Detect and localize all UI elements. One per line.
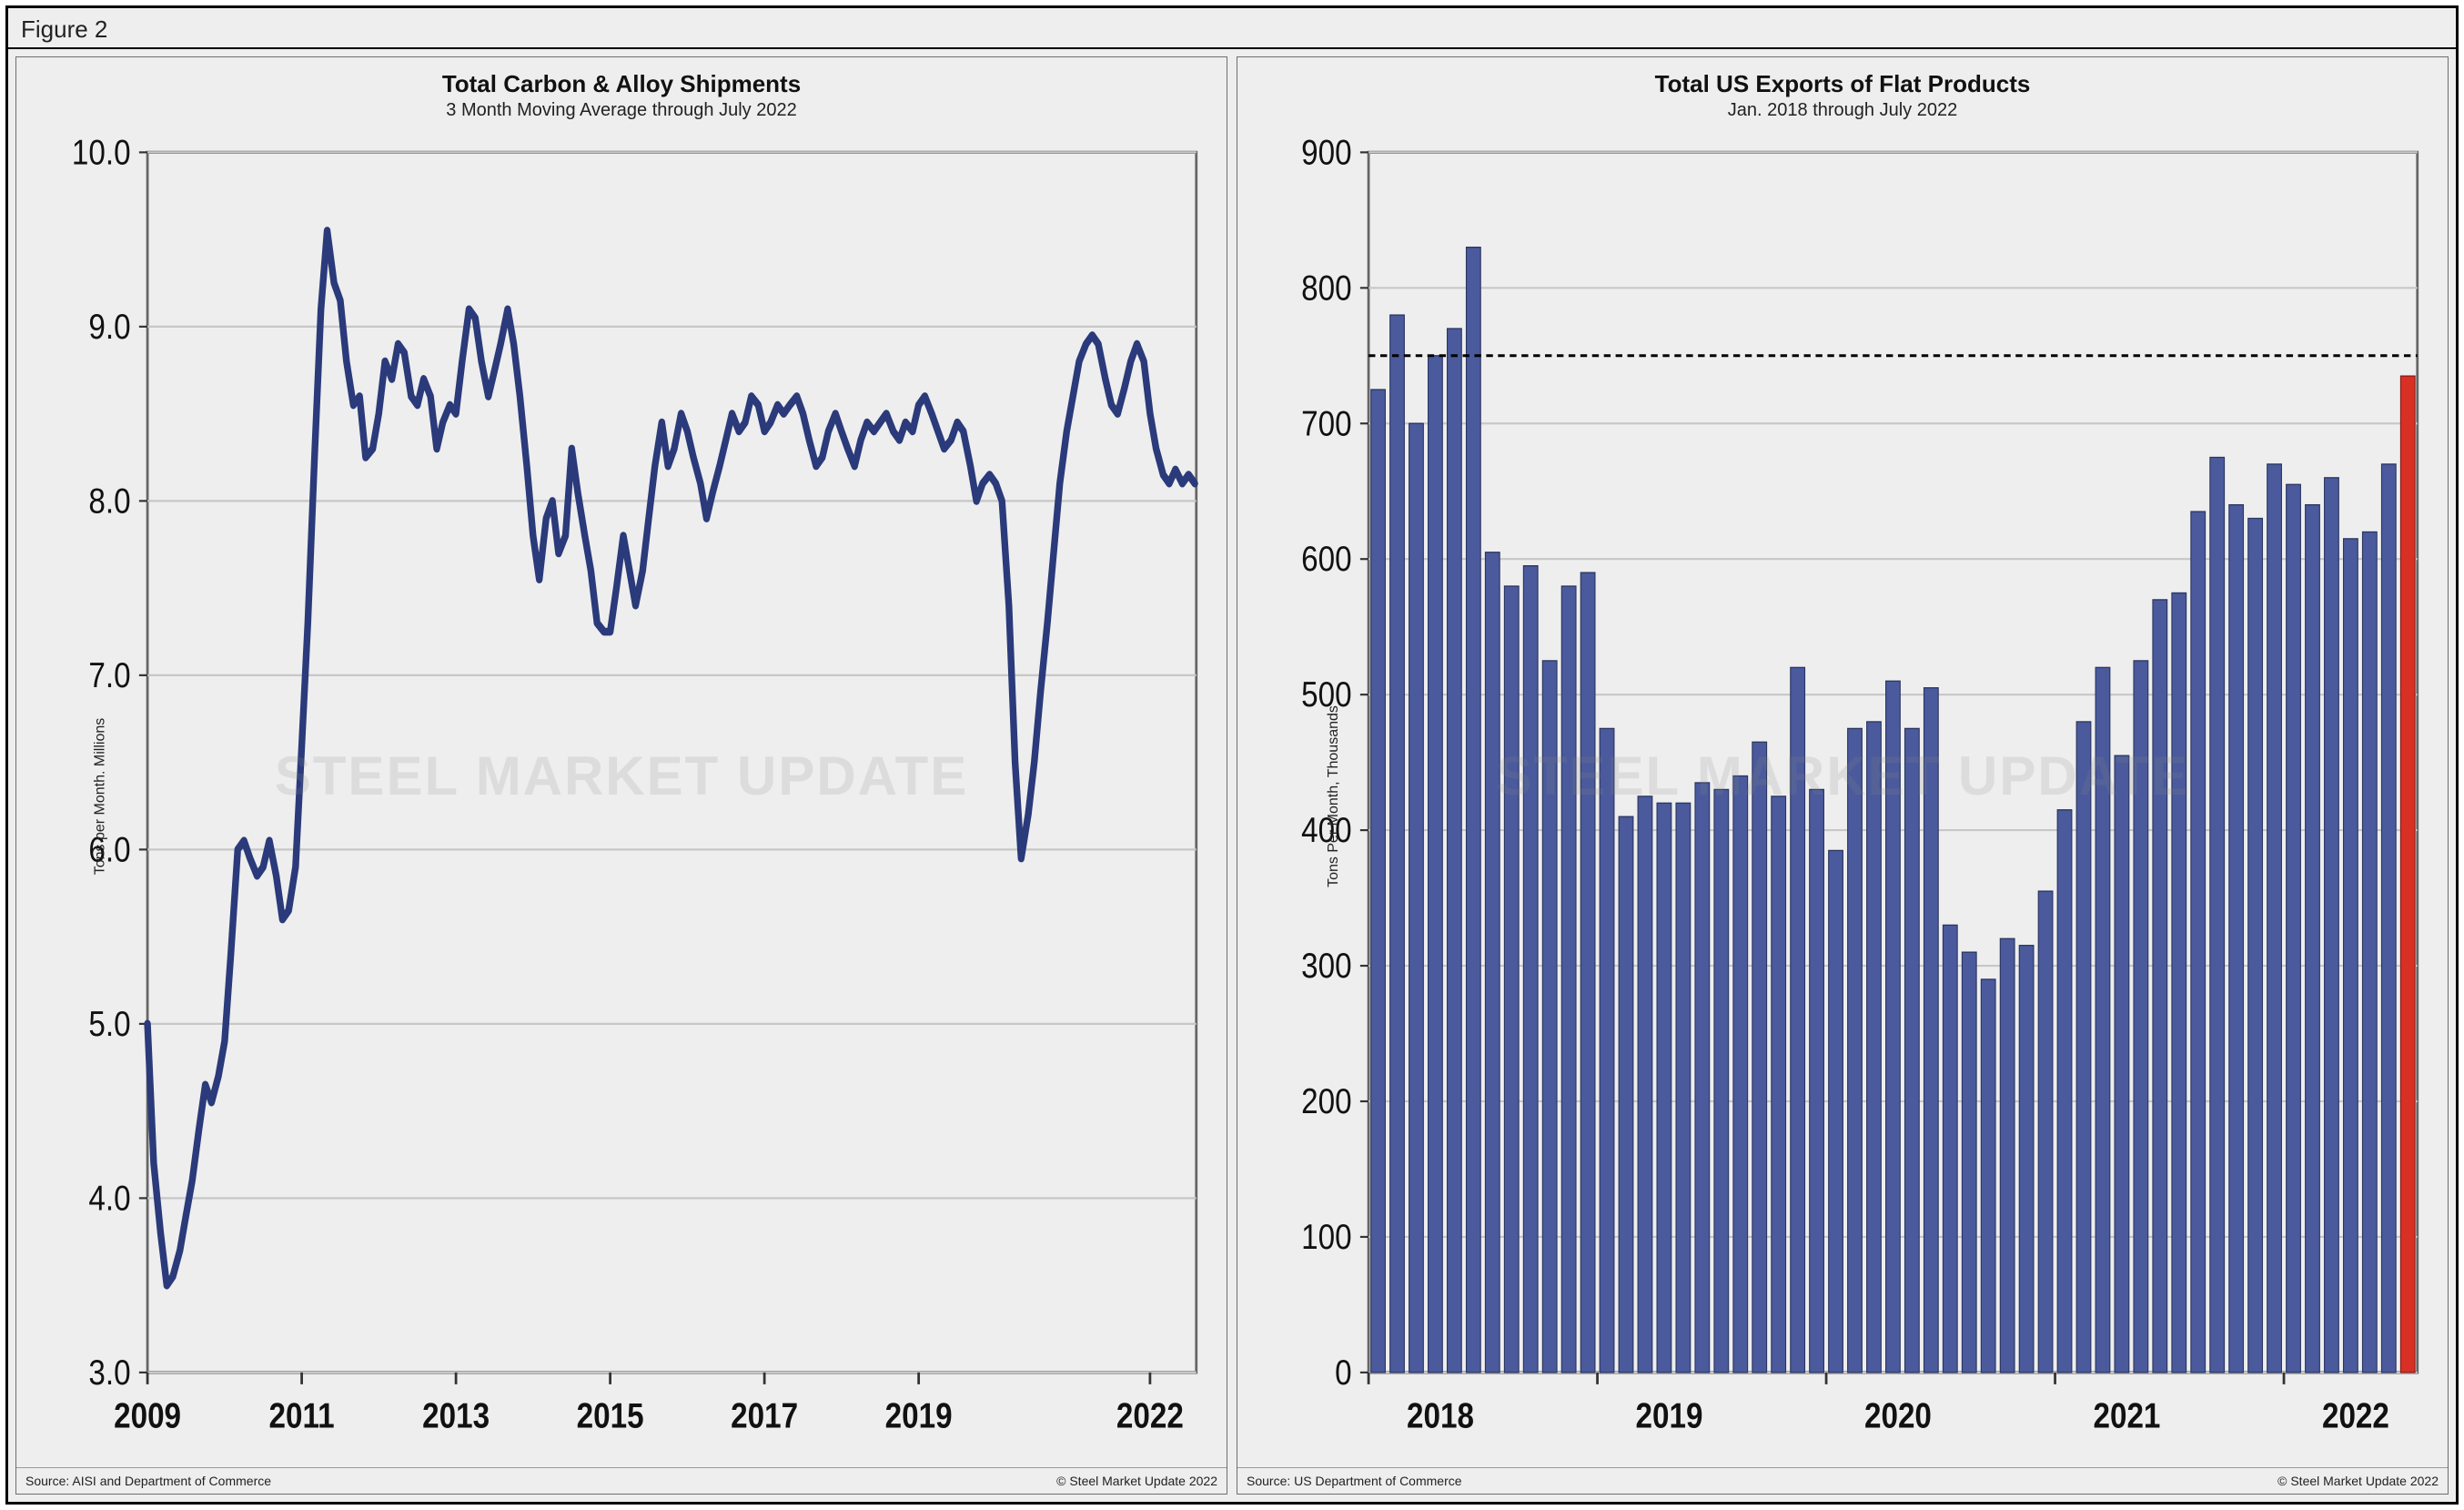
left-panel: Total Carbon & Alloy Shipments 3 Month M… [15, 56, 1227, 1495]
svg-text:2019: 2019 [1635, 1395, 1702, 1435]
right-source: Source: US Department of Commerce [1247, 1474, 1462, 1488]
svg-text:2022: 2022 [2322, 1395, 2389, 1435]
svg-text:7.0: 7.0 [88, 654, 130, 694]
svg-text:2021: 2021 [2093, 1395, 2160, 1435]
right-copyright: © Steel Market Update 2022 [2277, 1474, 2439, 1488]
svg-text:2013: 2013 [422, 1395, 490, 1435]
left-panel-title: Total Carbon & Alloy Shipments [25, 70, 1217, 98]
svg-text:0: 0 [1335, 1352, 1351, 1392]
svg-text:10.0: 10.0 [72, 132, 131, 172]
left-copyright: © Steel Market Update 2022 [1056, 1474, 1217, 1488]
svg-text:2015: 2015 [577, 1395, 644, 1435]
figure-outer: Figure 2 Total Carbon & Alloy Shipments … [5, 5, 2459, 1505]
svg-text:2018: 2018 [1407, 1395, 1474, 1435]
svg-text:900: 900 [1301, 132, 1351, 172]
svg-text:700: 700 [1301, 403, 1351, 443]
svg-text:5.0: 5.0 [88, 1003, 130, 1043]
svg-text:600: 600 [1301, 539, 1351, 579]
left-chart-svg: 3.04.05.06.07.08.09.010.0200920112013201… [16, 125, 1227, 1467]
right-panel-header: Total US Exports of Flat Products Jan. 2… [1237, 57, 2448, 125]
svg-text:3.0: 3.0 [88, 1352, 130, 1392]
svg-text:300: 300 [1301, 946, 1351, 986]
left-chart-wrap: Tons per Month. Millions 3.04.05.06.07.0… [16, 125, 1227, 1467]
left-panel-header: Total Carbon & Alloy Shipments 3 Month M… [16, 57, 1227, 125]
right-ylabel: Tons Per Month, Thousands [1326, 705, 1342, 887]
svg-text:8.0: 8.0 [88, 481, 130, 521]
panels-row: Total Carbon & Alloy Shipments 3 Month M… [8, 49, 2456, 1502]
figure-label: Figure 2 [8, 8, 2456, 49]
right-panel-subtitle: Jan. 2018 through July 2022 [1247, 100, 2439, 121]
left-panel-footer: Source: AISI and Department of Commerce … [16, 1467, 1227, 1494]
svg-text:2022: 2022 [1116, 1395, 1184, 1435]
svg-text:9.0: 9.0 [88, 306, 130, 346]
right-panel-footer: Source: US Department of Commerce © Stee… [1237, 1467, 2448, 1494]
svg-text:100: 100 [1301, 1216, 1351, 1256]
right-chart-wrap: Tons Per Month, Thousands 01002003004005… [1237, 125, 2448, 1467]
right-panel: Total US Exports of Flat Products Jan. 2… [1237, 56, 2449, 1495]
left-source: Source: AISI and Department of Commerce [25, 1474, 271, 1488]
svg-text:2009: 2009 [114, 1395, 181, 1435]
svg-text:2011: 2011 [269, 1395, 335, 1435]
right-chart-svg: 0100200300400500600700800900201820192020… [1237, 125, 2448, 1467]
svg-text:800: 800 [1301, 268, 1351, 308]
svg-text:200: 200 [1301, 1080, 1351, 1120]
left-ylabel: Tons per Month. Millions [92, 717, 108, 875]
svg-text:2019: 2019 [885, 1395, 953, 1435]
svg-text:2020: 2020 [1864, 1395, 1932, 1435]
left-panel-subtitle: 3 Month Moving Average through July 2022 [25, 100, 1217, 121]
right-panel-title: Total US Exports of Flat Products [1247, 70, 2439, 98]
svg-text:2017: 2017 [731, 1395, 798, 1435]
svg-text:4.0: 4.0 [88, 1178, 130, 1218]
